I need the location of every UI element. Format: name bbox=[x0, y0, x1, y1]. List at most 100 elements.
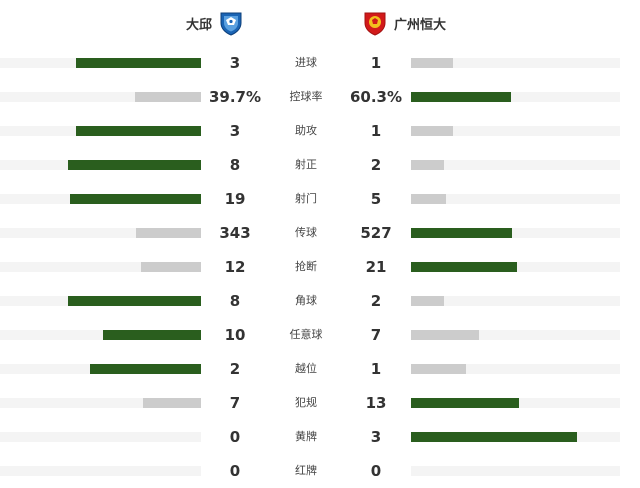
away-team-name: 广州恒大 bbox=[394, 17, 447, 33]
home-stat-value: 8 bbox=[229, 292, 241, 310]
home-stat-value: 10 bbox=[224, 326, 246, 344]
stat-label: 射门 bbox=[295, 192, 317, 205]
home-bar-track bbox=[0, 194, 201, 204]
away-bar-track bbox=[411, 58, 620, 68]
stat-row: 12 抢断 21 bbox=[0, 250, 640, 284]
away-bar-track bbox=[411, 364, 620, 374]
stat-label: 红牌 bbox=[295, 464, 317, 477]
home-stat-value: 2 bbox=[229, 360, 241, 378]
away-stat-value: 21 bbox=[365, 258, 387, 276]
away-bar-track bbox=[411, 228, 620, 238]
home-stat-value: 12 bbox=[224, 258, 246, 276]
home-stat-value: 0 bbox=[229, 428, 241, 446]
away-bar-track bbox=[411, 296, 620, 306]
home-stat-bar bbox=[135, 92, 201, 102]
home-stat-bar bbox=[68, 296, 201, 306]
home-bar-track bbox=[0, 398, 201, 408]
home-stat-value: 39.7% bbox=[208, 88, 262, 106]
stat-row: 10 任意球 7 bbox=[0, 318, 640, 352]
stat-row: 3 助攻 1 bbox=[0, 114, 640, 148]
away-stat-bar bbox=[411, 92, 511, 102]
stat-row: 7 犯规 13 bbox=[0, 386, 640, 420]
home-bar-track bbox=[0, 466, 201, 476]
match-header: 大邱 广州恒大 bbox=[0, 0, 640, 46]
away-stat-bar bbox=[411, 432, 577, 442]
home-stat-value: 19 bbox=[224, 190, 246, 208]
away-stat-value: 2 bbox=[370, 156, 382, 174]
away-stat-bar bbox=[411, 330, 479, 340]
away-bar-track bbox=[411, 160, 620, 170]
stat-label: 抢断 bbox=[295, 260, 317, 273]
away-stat-bar bbox=[411, 262, 517, 272]
away-stat-value: 13 bbox=[365, 394, 387, 412]
away-stat-bar bbox=[411, 228, 512, 238]
home-stat-value: 0 bbox=[229, 462, 241, 480]
home-bar-track bbox=[0, 228, 201, 238]
away-stat-bar bbox=[411, 296, 444, 306]
home-stat-value: 3 bbox=[229, 54, 241, 72]
home-bar-track bbox=[0, 296, 201, 306]
home-bar-track bbox=[0, 160, 201, 170]
away-stat-bar bbox=[411, 126, 453, 136]
home-bar-track bbox=[0, 126, 201, 136]
stat-label: 控球率 bbox=[289, 90, 323, 103]
home-bar-track bbox=[0, 262, 201, 272]
daegu-fc-crest-icon bbox=[220, 12, 242, 36]
home-stat-bar bbox=[143, 398, 201, 408]
stat-row: 39.7% 控球率 60.3% bbox=[0, 80, 640, 114]
stat-label: 传球 bbox=[295, 226, 317, 239]
away-stat-value: 2 bbox=[370, 292, 382, 310]
stat-row: 3 进球 1 bbox=[0, 46, 640, 80]
stat-label: 射正 bbox=[295, 158, 317, 171]
away-bar-track bbox=[411, 330, 620, 340]
stat-row: 0 红牌 0 bbox=[0, 454, 640, 488]
away-stat-value: 1 bbox=[370, 360, 382, 378]
home-stat-bar bbox=[103, 330, 201, 340]
home-stat-bar bbox=[136, 228, 201, 238]
away-stat-bar bbox=[411, 398, 519, 408]
away-stat-value: 3 bbox=[370, 428, 382, 446]
away-bar-track bbox=[411, 262, 620, 272]
away-stat-value: 527 bbox=[360, 224, 392, 242]
away-bar-track bbox=[411, 398, 620, 408]
away-team[interactable]: 广州恒大 bbox=[362, 10, 446, 36]
away-stat-bar bbox=[411, 160, 444, 170]
away-stat-bar bbox=[411, 194, 446, 204]
home-stat-bar bbox=[76, 58, 201, 68]
stat-label: 越位 bbox=[295, 362, 317, 375]
away-stat-bar bbox=[411, 58, 453, 68]
home-bar-track bbox=[0, 58, 201, 68]
away-stat-value: 0 bbox=[370, 462, 382, 480]
stat-row: 8 角球 2 bbox=[0, 284, 640, 318]
home-bar-track bbox=[0, 330, 201, 340]
home-bar-track bbox=[0, 364, 201, 374]
away-stat-value: 1 bbox=[370, 122, 382, 140]
stat-label: 角球 bbox=[295, 294, 317, 307]
away-bar-track bbox=[411, 194, 620, 204]
away-stat-bar bbox=[411, 364, 466, 374]
stat-label: 任意球 bbox=[289, 328, 323, 341]
home-stat-bar bbox=[90, 364, 201, 374]
stat-row: 2 越位 1 bbox=[0, 352, 640, 386]
stats-table: 3 进球 1 39.7% 控球率 60.3% 3 助攻 1 8 射正 2 19 射门 5 343 传球 527 12… bbox=[0, 46, 640, 488]
away-stat-value: 1 bbox=[370, 54, 382, 72]
away-stat-value: 60.3% bbox=[349, 88, 403, 106]
guangzhou-evergrande-crest-icon bbox=[364, 12, 386, 36]
home-stat-value: 7 bbox=[229, 394, 241, 412]
away-bar-track bbox=[411, 466, 620, 476]
home-stat-bar bbox=[76, 126, 201, 136]
away-stat-value: 5 bbox=[370, 190, 382, 208]
home-team[interactable]: 大邱 bbox=[186, 10, 244, 36]
home-stat-value: 8 bbox=[229, 156, 241, 174]
away-bar-track bbox=[411, 126, 620, 136]
home-stat-value: 343 bbox=[219, 224, 251, 242]
away-bar-track bbox=[411, 432, 620, 442]
away-bar-track bbox=[411, 92, 620, 102]
home-team-name: 大邱 bbox=[186, 17, 213, 33]
home-stat-bar bbox=[68, 160, 201, 170]
home-stat-value: 3 bbox=[229, 122, 241, 140]
stat-label: 犯规 bbox=[295, 396, 317, 409]
stat-row: 343 传球 527 bbox=[0, 216, 640, 250]
stat-row: 0 黄牌 3 bbox=[0, 420, 640, 454]
away-stat-value: 7 bbox=[370, 326, 382, 344]
